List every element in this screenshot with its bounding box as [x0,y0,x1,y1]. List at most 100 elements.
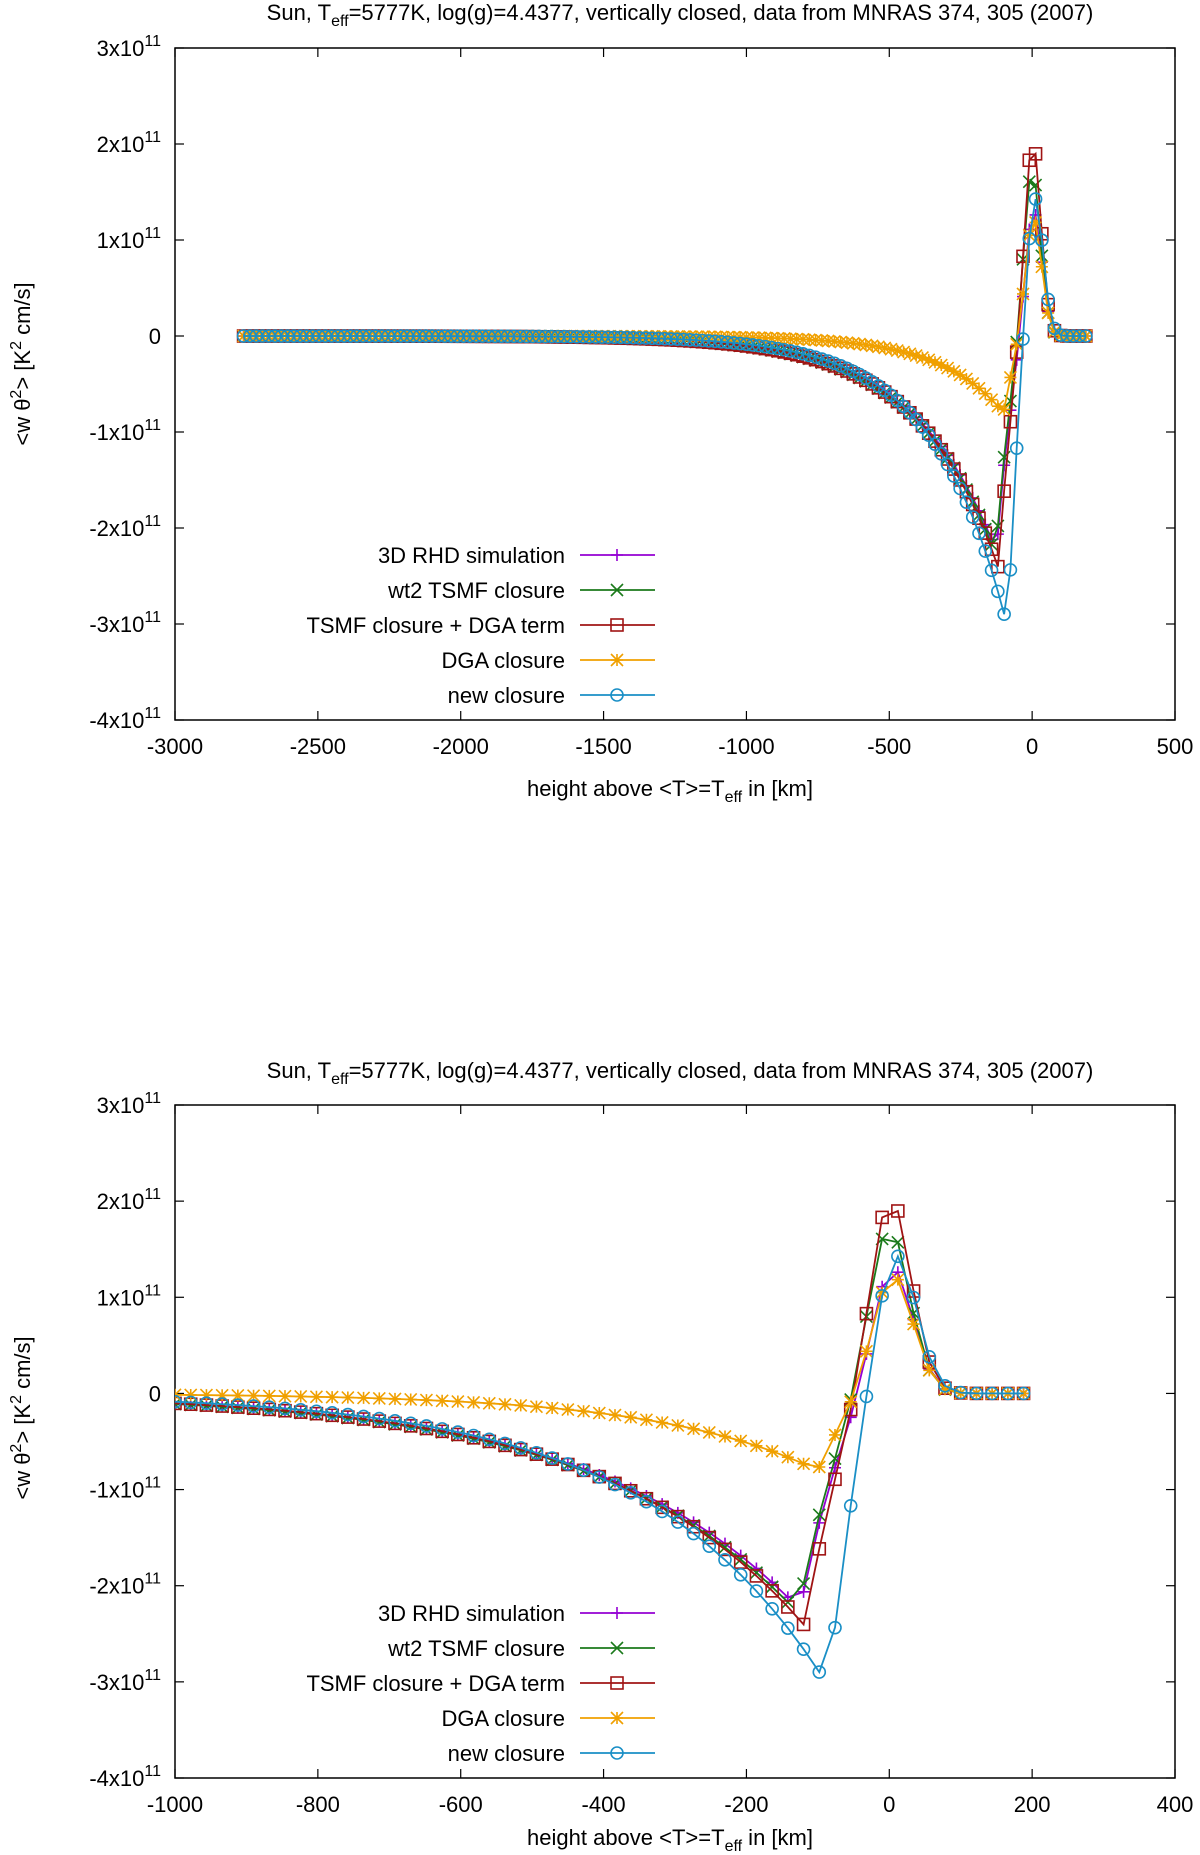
star-marker [959,372,973,386]
x-tick-label: -1000 [718,734,774,759]
star-marker [739,330,753,344]
star-marker [941,361,955,375]
circle-marker [812,1665,827,1679]
star-marker [309,1390,323,1404]
star-marker [671,1418,685,1433]
x-tick-label: -800 [296,1792,340,1817]
star-marker [215,1388,229,1402]
circle-marker [513,1441,528,1455]
cross-marker [1029,178,1043,192]
x-tick-label: 0 [883,1792,895,1817]
circle-marker [482,1432,497,1447]
circle-marker [922,1349,937,1364]
star-marker [938,1382,952,1396]
series-line [175,1270,1024,1599]
star-marker [1010,337,1024,351]
cross-marker [891,1235,905,1249]
legend-label: wt2 TSMF closure [387,1636,565,1661]
circle-marker [498,1436,512,1451]
x-tick-label: -1000 [147,1792,203,1817]
star-marker [844,1395,858,1409]
chart-top: Sun, Teff=5777K, log(g)=4.4377, vertical… [8,0,1193,806]
circle-marker [1028,192,1043,206]
square-marker [891,1204,905,1218]
x-tick-label: -3000 [147,734,203,759]
circle-marker [859,1389,874,1404]
star-marker [821,334,835,348]
legend-label: 3D RHD simulation [378,1601,565,1626]
star-marker [199,1388,213,1402]
circle-marker [781,1621,795,1635]
star-marker [592,1406,606,1420]
circle-marker [891,1249,905,1264]
y-tick-label: -4x1011 [89,705,161,733]
square-marker [997,484,1011,498]
circle-marker [733,1567,748,1582]
series-star [175,1273,1031,1474]
cross-marker [812,1508,826,1522]
legend-label: DGA closure [442,1706,566,1731]
circle-marker [608,1477,622,1492]
star-marker [419,1393,433,1407]
circle-marker [752,338,766,353]
star-marker [357,1391,371,1405]
plus-marker [611,1607,623,1619]
star-marker [175,1388,182,1402]
star-marker [781,1450,795,1464]
series-line [243,180,1086,548]
star-marker [687,1422,701,1436]
circle-marker [1035,233,1049,248]
plus-marker [991,528,1004,541]
cross-marker [175,1397,182,1411]
legend-label: new closure [448,683,565,708]
star-marker [655,1415,669,1430]
circle-marker [655,1504,669,1519]
circle-marker [451,1425,465,1439]
y-tick-label: 3x1011 [97,1090,161,1118]
circle-marker [702,1539,717,1553]
star-marker [529,1400,543,1414]
circle-marker [1001,1386,1015,1401]
star-marker [677,329,691,344]
square-marker [828,1472,842,1487]
circle-marker [341,1407,355,1422]
circle-marker [262,1400,277,1414]
circle-marker [840,361,854,376]
star-marker [689,330,703,344]
star-marker [840,336,854,350]
star-marker [624,1410,638,1424]
star-marker [991,399,1005,413]
circle-marker [802,348,817,363]
star-marker [802,333,816,347]
square-marker [796,1617,811,1632]
square-marker [781,1600,795,1614]
star-marker [404,1392,418,1407]
star-marker [891,1273,905,1287]
y-tick-label: -1x1011 [89,1475,161,1503]
square-marker [1028,147,1043,161]
circle-marker [789,345,804,360]
star-marker [1016,287,1030,301]
circle-marker [199,1396,214,1410]
star-marker [1029,215,1043,229]
y-axis-label: <w θ2> [K2 cm/s] [8,1336,35,1499]
cross-marker [1035,249,1049,263]
square-marker [1003,414,1018,429]
star-marker [809,333,823,347]
star-marker [765,331,779,345]
series-line [175,1278,1024,1469]
legend-label: 3D RHD simulation [378,543,565,568]
circle-marker [466,1428,481,1443]
star-marker [758,331,772,345]
cross-marker [765,1580,779,1594]
star-marker [922,1363,936,1377]
circle-marker [959,495,974,509]
star-marker [890,344,904,358]
x-tick-label: -1500 [575,734,631,759]
x-tick-label: -200 [724,1792,768,1817]
square-marker [718,1542,732,1557]
star-marker [846,336,860,350]
cross-marker [797,1577,811,1591]
star-marker [875,1286,889,1300]
circle-marker [610,1746,624,1760]
